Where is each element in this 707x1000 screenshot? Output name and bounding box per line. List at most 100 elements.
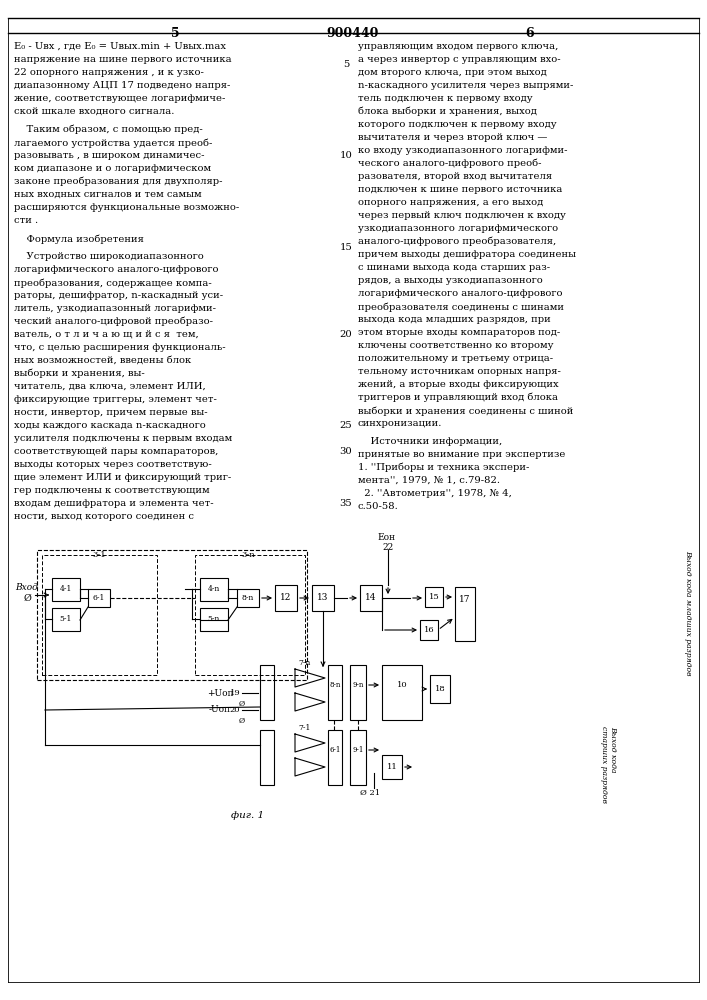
Bar xyxy=(420,620,438,640)
Text: ватель, о т л и ч а ю щ и й с я  тем,: ватель, о т л и ч а ю щ и й с я тем, xyxy=(14,330,199,339)
Text: тельному источникам опорных напря-: тельному источникам опорных напря- xyxy=(358,367,561,376)
Text: ности, выход которого соединен с: ности, выход которого соединен с xyxy=(14,512,194,521)
Text: 30: 30 xyxy=(339,447,352,456)
Text: 4-1: 4-1 xyxy=(60,585,72,593)
Text: узкодиапазонного логарифмического: узкодиапазонного логарифмического xyxy=(358,224,558,233)
Text: ческого аналого-цифрового преоб-: ческого аналого-цифрового преоб- xyxy=(358,159,542,168)
Text: 9-n: 9-n xyxy=(352,681,363,689)
Text: 9-1: 9-1 xyxy=(352,746,363,754)
Text: 7-1: 7-1 xyxy=(299,724,311,732)
Text: ком диапазоне и о логарифмическом: ком диапазоне и о логарифмическом xyxy=(14,164,211,173)
Text: 35: 35 xyxy=(339,499,352,508)
Text: Устройство широкодиапазонного: Устройство широкодиапазонного xyxy=(14,252,204,261)
Bar xyxy=(360,585,382,611)
Text: фиг. 1: фиг. 1 xyxy=(231,810,264,820)
Text: лагаемого устройства удается преоб-: лагаемого устройства удается преоб- xyxy=(14,138,212,147)
Bar xyxy=(430,675,450,703)
Text: 11: 11 xyxy=(387,763,397,771)
Text: дом второго ключа, при этом выход: дом второго ключа, при этом выход xyxy=(358,68,547,77)
Text: рядов, а выходы узкодиапазонного: рядов, а выходы узкодиапазонного xyxy=(358,276,543,285)
Text: ко входу узкодиапазонного логарифми-: ко входу узкодиапазонного логарифми- xyxy=(358,146,568,155)
Text: читатель, два ключа, элемент ИЛИ,: читатель, два ключа, элемент ИЛИ, xyxy=(14,382,206,391)
Text: щие элемент ИЛИ и фиксирующий триг-: щие элемент ИЛИ и фиксирующий триг- xyxy=(14,473,231,482)
Text: 10: 10 xyxy=(397,681,407,689)
Text: Ø: Ø xyxy=(24,593,32,602)
Text: 3-1: 3-1 xyxy=(92,551,106,559)
Text: 5-n: 5-n xyxy=(208,615,220,623)
Text: Формула изобретения: Формула изобретения xyxy=(14,234,144,243)
Text: разователя, второй вход вычитателя: разователя, второй вход вычитателя xyxy=(358,172,552,181)
Text: блока выборки и хранения, выход: блока выборки и хранения, выход xyxy=(358,107,537,116)
Text: выборки и хранения, вы-: выборки и хранения, вы- xyxy=(14,369,145,378)
Text: а через инвертор с управляющим вхо-: а через инвертор с управляющим вхо- xyxy=(358,55,561,64)
Text: гер подключены к соответствующим: гер подключены к соответствующим xyxy=(14,486,209,495)
Bar xyxy=(382,755,402,779)
Text: подключен к шине первого источника: подключен к шине первого источника xyxy=(358,185,562,194)
Text: соответствующей пары компараторов,: соответствующей пары компараторов, xyxy=(14,447,218,456)
Text: триггеров и управляющий вход блока: триггеров и управляющий вход блока xyxy=(358,393,558,402)
Bar xyxy=(312,585,334,611)
Text: 8-n: 8-n xyxy=(329,681,341,689)
Text: мента'', 1979, № 1, с.79-82.: мента'', 1979, № 1, с.79-82. xyxy=(358,476,500,485)
Bar xyxy=(275,585,297,611)
Text: 17: 17 xyxy=(460,595,471,604)
Text: преобразования, содержащее компа-: преобразования, содержащее компа- xyxy=(14,278,212,288)
Text: усилителя подключены к первым входам: усилителя подключены к первым входам xyxy=(14,434,233,443)
Text: E₀ - Uвх , где E₀ = Uвых.min + Uвых.max: E₀ - Uвх , где E₀ = Uвых.min + Uвых.max xyxy=(14,42,226,51)
Text: ходы каждого каскада n-каскадного: ходы каждого каскада n-каскадного xyxy=(14,421,206,430)
Text: разовывать , в широком динамичес-: разовывать , в широком динамичес- xyxy=(14,151,204,160)
Text: 2. ''Автометрия'', 1978, № 4,: 2. ''Автометрия'', 1978, № 4, xyxy=(358,489,512,498)
Text: законе преобразования для двухполяр-: законе преобразования для двухполяр- xyxy=(14,177,223,186)
Text: преобразователя соединены с шинами: преобразователя соединены с шинами xyxy=(358,302,564,312)
Text: Eон: Eон xyxy=(378,532,396,542)
Text: выходы которых через соответствую-: выходы которых через соответствую- xyxy=(14,460,212,469)
Text: тель подключен к первому входу: тель подключен к первому входу xyxy=(358,94,532,103)
Text: Ø: Ø xyxy=(239,717,245,725)
Text: Выход кода
старших разрядов: Выход кода старших разрядов xyxy=(600,726,617,804)
Text: 10: 10 xyxy=(339,151,352,160)
Text: 5-1: 5-1 xyxy=(60,615,72,623)
Text: жений, а вторые входы фиксирующих: жений, а вторые входы фиксирующих xyxy=(358,380,559,389)
Text: что, с целью расширения функциональ-: что, с целью расширения функциональ- xyxy=(14,343,226,352)
Text: 6-1: 6-1 xyxy=(329,746,341,754)
Text: 22: 22 xyxy=(382,544,394,552)
Text: 25: 25 xyxy=(339,421,352,430)
Text: 900440: 900440 xyxy=(327,27,379,40)
Bar xyxy=(200,608,228,631)
Text: вычитателя и через второй ключ —: вычитателя и через второй ключ — xyxy=(358,133,547,142)
Text: через первый ключ подключен к входу: через первый ключ подключен к входу xyxy=(358,211,566,220)
Text: с.50-58.: с.50-58. xyxy=(358,502,399,511)
Text: опорного напряжения, а его выход: опорного напряжения, а его выход xyxy=(358,198,543,207)
Bar xyxy=(52,578,80,601)
Text: Выход кода младших разрядов: Выход кода младших разрядов xyxy=(684,550,692,676)
Text: +Uоп: +Uоп xyxy=(206,688,233,698)
Text: 20: 20 xyxy=(339,330,352,339)
Text: 7-n: 7-n xyxy=(299,659,311,667)
Text: аналого-цифрового преобразователя,: аналого-цифрового преобразователя, xyxy=(358,237,556,246)
Text: 5: 5 xyxy=(170,27,180,40)
Bar xyxy=(328,730,342,785)
Bar xyxy=(88,589,110,607)
Text: синхронизации.: синхронизации. xyxy=(358,419,443,428)
Text: ческий аналого-цифровой преобразо-: ческий аналого-цифровой преобразо- xyxy=(14,317,213,326)
Text: 15: 15 xyxy=(339,243,352,252)
Text: напряжение на шине первого источника: напряжение на шине первого источника xyxy=(14,55,232,64)
Text: раторы, дешифратор, n-каскадный уси-: раторы, дешифратор, n-каскадный уси- xyxy=(14,291,223,300)
Text: входам дешифратора и элемента чет-: входам дешифратора и элемента чет- xyxy=(14,499,214,508)
Text: 5: 5 xyxy=(343,60,349,69)
Text: 6-1: 6-1 xyxy=(93,594,105,602)
Text: 8-n: 8-n xyxy=(242,594,255,602)
Text: 6: 6 xyxy=(526,27,534,40)
Text: принятые во внимание при экспертизе: принятые во внимание при экспертизе xyxy=(358,450,566,459)
Text: ности, инвертор, причем первые вы-: ности, инвертор, причем первые вы- xyxy=(14,408,208,417)
Text: n-каскадного усилителя через выпрями-: n-каскадного усилителя через выпрями- xyxy=(358,81,573,90)
Text: 14: 14 xyxy=(366,593,377,602)
Text: 19: 19 xyxy=(230,689,240,697)
Text: сти .: сти . xyxy=(14,216,38,225)
Text: выхода кода младших разрядов, при: выхода кода младших разрядов, при xyxy=(358,315,551,324)
Text: 4-n: 4-n xyxy=(208,585,220,593)
Text: 1. ''Приборы и техника экспери-: 1. ''Приборы и техника экспери- xyxy=(358,463,530,473)
Text: литель, узкодиапазонный логарифми-: литель, узкодиапазонный логарифми- xyxy=(14,304,216,313)
Bar xyxy=(425,587,443,607)
Text: 16: 16 xyxy=(423,626,434,634)
